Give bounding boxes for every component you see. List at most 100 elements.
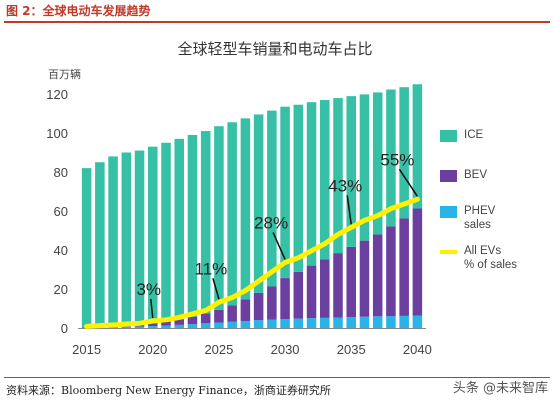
figure-caption: 图 2：全球电动车发展趋势: [6, 4, 151, 18]
bar-ice: [333, 98, 343, 254]
y-tick-label: 0: [61, 321, 68, 336]
legend-sublabel-phev: sales: [464, 219, 491, 231]
bar-phev: [306, 318, 317, 328]
bar-ice: [306, 102, 317, 266]
legend-item-phev: PHEV sales: [440, 204, 495, 232]
bar-ice: [161, 142, 171, 322]
bar-ice: [200, 131, 211, 314]
bar-ice: [214, 126, 224, 310]
bar-phev: [293, 318, 304, 328]
bar-ice: [293, 104, 304, 272]
bar-phev: [333, 317, 343, 328]
legend-label-bev: BEV: [464, 169, 488, 181]
bar-bev: [174, 319, 184, 325]
chart-title: 全球轻型车销量和电动车占比: [177, 40, 373, 58]
bar-phev: [399, 315, 409, 328]
bar-bev: [161, 321, 171, 326]
ev-share-data-label: 55%: [380, 150, 414, 169]
bar-ice: [95, 162, 105, 327]
source-divider: [4, 377, 550, 378]
source-note: 资料来源：Bloomberg New Energy Finance，浙商证券研究…: [6, 384, 331, 397]
legend-item-bev: BEV: [440, 168, 487, 182]
bar-phev: [200, 323, 211, 328]
bar-phev: [240, 320, 251, 328]
bar-ice: [240, 118, 251, 300]
ev-share-pointer: [346, 195, 352, 225]
bar-bev: [253, 292, 264, 321]
legend-sublabel-all-evs: % of sales: [464, 259, 518, 271]
legend-label-ice: ICE: [464, 129, 484, 141]
legend-swatch-bev: [440, 170, 457, 182]
ev-share-pointer: [150, 298, 154, 319]
legend-swatch-all-evs: [440, 250, 457, 254]
x-tick-label: 2035: [337, 342, 366, 357]
bar-phev: [108, 327, 118, 328]
legend-text-all-evs: All EVs % of sales: [464, 244, 517, 272]
legend-text-phev: PHEV sales: [464, 204, 495, 232]
bar-bev: [187, 316, 198, 325]
bar-phev: [412, 315, 423, 328]
bar-bev: [399, 218, 409, 316]
bar-phev: [280, 319, 290, 328]
bar-bev: [412, 208, 423, 316]
bar-bev: [333, 253, 343, 318]
bar-ice: [386, 89, 396, 227]
watermark-text: 头条 @未来智库: [452, 381, 548, 396]
ev-share-line: [84, 196, 420, 329]
bar-ice: [280, 106, 290, 279]
y-tick-label: 100: [46, 126, 68, 141]
y-tick-label: 40: [54, 243, 68, 258]
ev-share-data-label: 43%: [328, 176, 362, 195]
x-tick-label: 2040: [403, 342, 432, 357]
bar-ice: [412, 84, 423, 209]
bar-ice: [253, 114, 264, 293]
bar-ice: [227, 122, 237, 306]
bar-bev: [372, 234, 383, 317]
legend-swatch-phev: [440, 206, 457, 218]
bar-bev: [148, 323, 158, 327]
bar-bev: [280, 278, 290, 320]
bar-bev: [320, 259, 330, 318]
ev-share-data-label: 28%: [254, 213, 288, 232]
bar-bev: [267, 286, 277, 320]
bar-ice: [372, 92, 383, 235]
bar-ice: [187, 134, 198, 317]
bar-bev: [359, 240, 370, 317]
bar-bev: [386, 226, 396, 317]
ev-share-data-label: 3%: [136, 280, 161, 299]
bar-phev: [174, 324, 184, 328]
x-tick-label: 2025: [204, 342, 233, 357]
y-tick-label: 20: [54, 282, 68, 297]
bar-ice: [121, 152, 132, 326]
legend-label-phev: PHEV: [464, 205, 496, 217]
y-axis-unit-label: 百万辆: [48, 68, 81, 81]
bar-ice: [148, 146, 158, 324]
bar-ice: [108, 156, 118, 326]
ev-share-data-label: 11%: [195, 259, 228, 278]
y-tick-label: 80: [54, 165, 68, 180]
bar-phev: [187, 324, 198, 328]
bar-bev: [214, 309, 224, 323]
bar-phev: [267, 319, 277, 328]
y-tick-label: 120: [46, 87, 68, 102]
x-tick-label: 2020: [138, 342, 167, 357]
bar-phev: [227, 321, 237, 328]
bar-bev: [227, 305, 237, 322]
legend-item-all-evs: All EVs % of sales: [440, 244, 517, 272]
bar-phev: [386, 316, 396, 328]
bar-phev: [161, 325, 171, 328]
ev-share-pointer: [212, 278, 220, 300]
bar-phev: [320, 317, 330, 328]
bar-phev: [148, 326, 158, 328]
bar-phev: [372, 316, 383, 328]
x-tick-label: 2030: [271, 342, 300, 357]
bar-ice: [81, 168, 92, 327]
bar-ice: [267, 110, 277, 287]
legend-swatch-ice: [440, 130, 457, 142]
bar-ice: [346, 96, 356, 247]
bar-bev: [306, 265, 317, 319]
bar-phev: [121, 326, 132, 328]
bar-phev: [214, 322, 224, 328]
bar-phev: [359, 316, 370, 328]
